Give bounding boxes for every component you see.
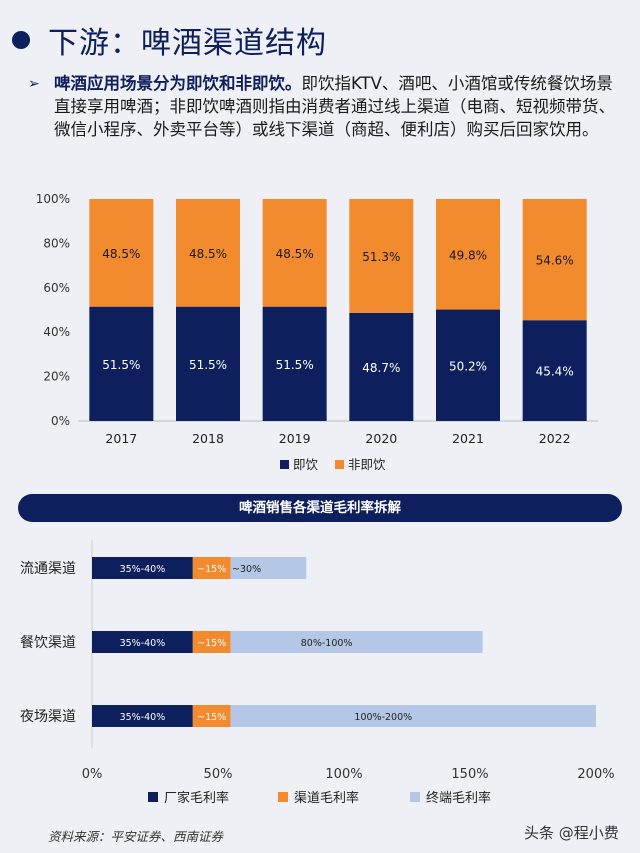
bar-夜场渠道-seg0 (92, 705, 193, 727)
x-tick-label: 100% (325, 767, 362, 782)
bar-餐饮渠道-seg1 (192, 631, 231, 653)
x-tick-label: 2021 (452, 431, 484, 446)
legend-label: 终端毛利率 (426, 790, 491, 806)
bar-夜场渠道-seg1 (192, 705, 231, 727)
legend-swatch (280, 460, 289, 469)
x-tick-label: 2019 (279, 431, 311, 446)
data-label: 100%-200% (354, 712, 412, 723)
data-label: 35%-40% (120, 712, 166, 723)
data-label: 50.2% (449, 359, 487, 373)
watermark: 头条 @程小费 (524, 824, 619, 842)
x-tick-label: 2022 (539, 431, 571, 446)
legend-swatch (335, 460, 344, 469)
y-tick-label: 40% (43, 325, 70, 339)
bar-2017-jiyin (89, 306, 154, 421)
data-label: 54.6% (536, 254, 574, 268)
bar-2020-jiyin (349, 312, 414, 421)
data-label: 49.8% (449, 248, 487, 262)
x-tick-label: 2017 (105, 431, 137, 446)
y-tick-label: 100% (36, 192, 70, 206)
data-label: 35%-40% (120, 564, 166, 575)
category-label: 流通渠道 (20, 561, 76, 577)
bar-2022-feijiyin (522, 199, 587, 321)
data-label: ~15% (197, 638, 226, 649)
bar-2018-feijiyin (176, 199, 240, 307)
bar-流通渠道-seg0 (92, 557, 193, 579)
category-label: 餐饮渠道 (20, 635, 76, 651)
x-tick-label: 150% (451, 767, 488, 782)
data-label: 45.4% (536, 365, 574, 379)
y-tick-label: 80% (43, 236, 70, 250)
description-paragraph: 啤酒应用场景分为即饮和非即饮。即饮指KTV、酒吧、小酒馆或传统餐饮场景直接享用啤… (54, 72, 624, 141)
data-label: 51.5% (102, 358, 140, 372)
bar-2019-jiyin (262, 306, 327, 421)
y-tick-label: 60% (43, 281, 70, 295)
y-tick-label: 0% (51, 414, 70, 428)
legend-swatch (148, 792, 158, 802)
data-label: 48.5% (102, 247, 140, 261)
category-label: 夜场渠道 (20, 709, 76, 725)
title-row: 下游：啤酒渠道结构 (0, 0, 640, 80)
data-label: ~30% (232, 564, 261, 575)
data-label: ~15% (197, 564, 226, 575)
x-tick-label: 2020 (365, 431, 397, 446)
bar-餐饮渠道-seg2 (230, 631, 483, 653)
description-text: 即饮指KTV、酒吧、小酒馆或传统餐饮场景直接享用啤酒；非即饮啤酒则指由消费者通过… (54, 74, 615, 139)
bar-2019-feijiyin (262, 199, 327, 307)
legend-label: 非即饮 (348, 457, 386, 472)
data-label: ~15% (197, 712, 226, 723)
data-label: 51.5% (189, 358, 227, 372)
x-tick-label: 0% (82, 767, 103, 782)
data-label: 35%-40% (120, 638, 166, 649)
data-label: 48.5% (189, 247, 227, 261)
bar-流通渠道-seg2 (230, 557, 307, 579)
bar-流通渠道-seg1 (192, 557, 231, 579)
description-bold: 啤酒应用场景分为即饮和非即饮。 (54, 74, 302, 93)
stacked-column-chart: 0% 20% 40% 60% 80% 100% 51.5% 48.5% 2017 51.5% 48.… (36, 192, 598, 472)
bar-2018-jiyin (176, 306, 240, 421)
legend-label: 即饮 (293, 457, 319, 472)
bar-餐饮渠道-seg0 (92, 631, 193, 653)
data-label: 48.7% (362, 361, 400, 375)
data-label: 80%-100% (301, 638, 353, 649)
x-tick-label: 2018 (192, 431, 224, 446)
x-tick-label: 200% (577, 767, 614, 782)
bar-2021-feijiyin (436, 199, 500, 310)
bar-2022-jiyin (522, 320, 587, 421)
stacked-bar-chart: 流通渠道 35%-40% ~15% ~30% 餐饮渠道 35%-40% ~15% 80%-10… (20, 540, 615, 806)
source-note: 资料来源：平安证券、西南证券 (48, 829, 224, 844)
legend-swatch (410, 792, 420, 802)
legend-swatch (278, 792, 288, 802)
x-tick-label: 50% (204, 767, 233, 782)
data-label: 51.3% (362, 250, 400, 264)
legend-label: 渠道毛利率 (294, 790, 359, 806)
bar-2021-jiyin (436, 309, 500, 421)
y-tick-label: 20% (43, 370, 70, 384)
bar-夜场渠道-seg2 (230, 705, 596, 727)
page-title: 下游：啤酒渠道结构 (48, 26, 327, 61)
chart-banner: 啤酒销售各渠道毛利率拆解 (18, 494, 622, 522)
data-label: 48.5% (276, 247, 314, 261)
data-label: 51.5% (276, 358, 314, 372)
bar-2017-feijiyin (89, 199, 154, 307)
arrow-bullet-icon: ➢ (28, 76, 40, 92)
legend-label: 厂家毛利率 (164, 790, 229, 806)
bar-2020-feijiyin (349, 199, 414, 313)
title-bullet-dot (12, 31, 30, 49)
